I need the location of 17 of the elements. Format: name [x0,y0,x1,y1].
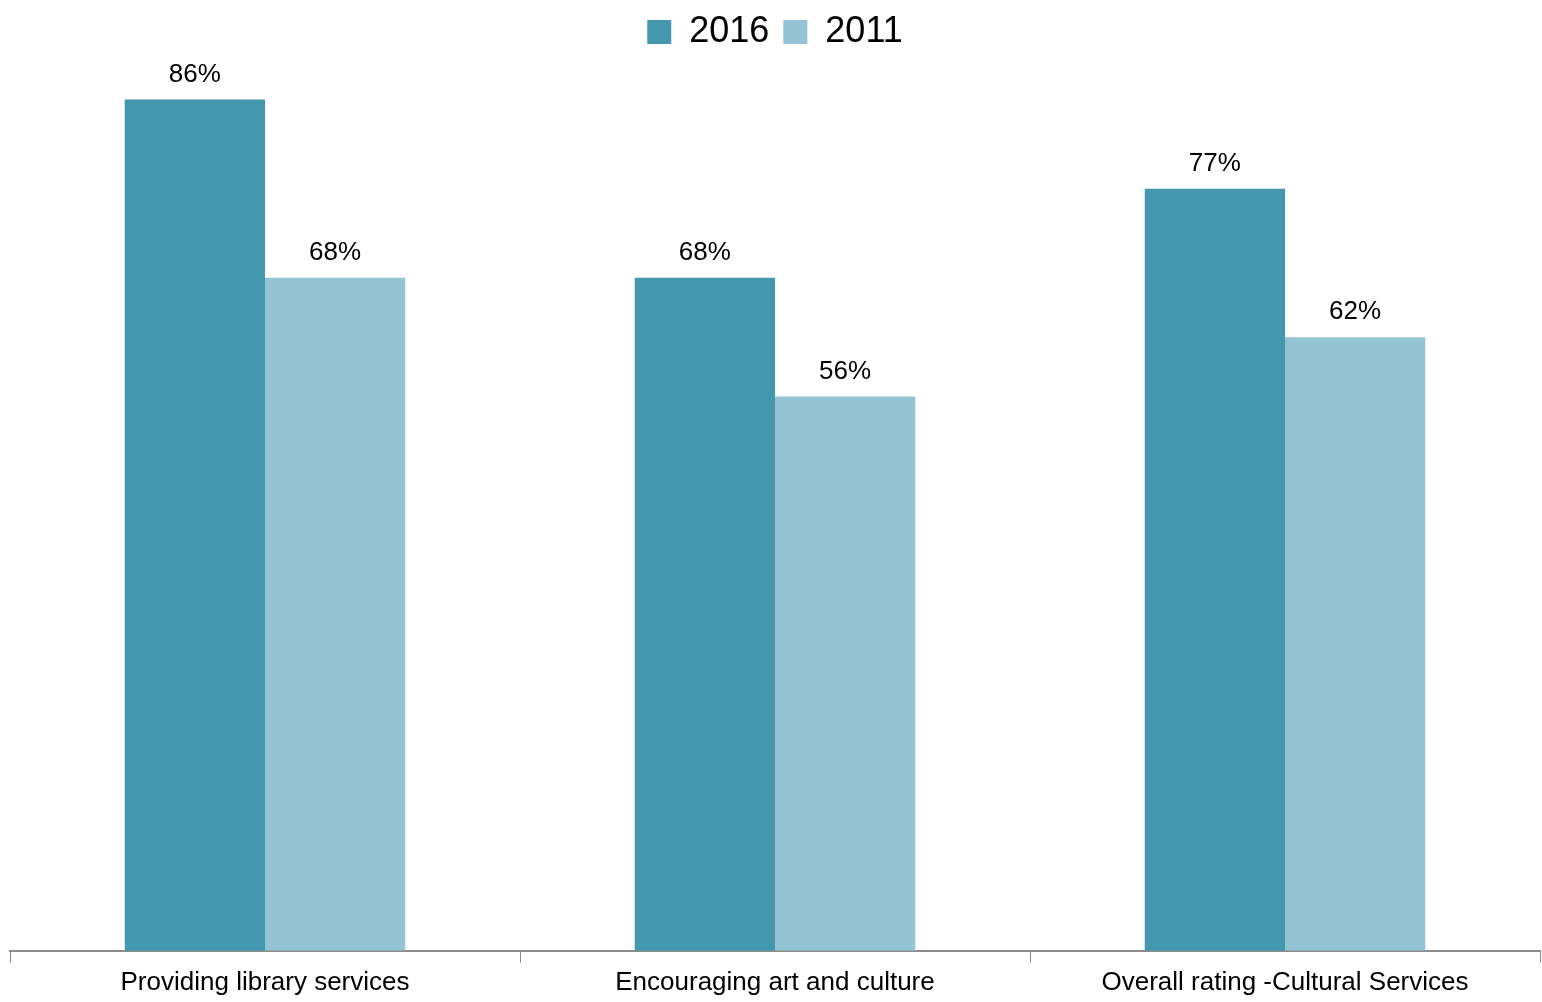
data-label: 86% [168,57,221,88]
legend-label: 2011 [825,8,903,50]
x-tick-label: Encouraging art and culture [615,965,935,996]
bar [265,277,406,951]
bar [124,99,265,951]
data-label: 68% [309,235,362,266]
data-label: 68% [678,235,731,266]
bar [1285,337,1426,951]
bar [775,396,916,951]
bar [1144,188,1285,951]
data-label: 62% [1329,295,1382,326]
x-tick-label: Overall rating -Cultural Services [1101,965,1469,996]
x-tick-label: Providing library services [120,965,410,996]
legend-label: 2016 [689,8,770,50]
data-label: 77% [1188,146,1241,177]
data-label: 56% [819,354,872,385]
bar [634,277,775,951]
